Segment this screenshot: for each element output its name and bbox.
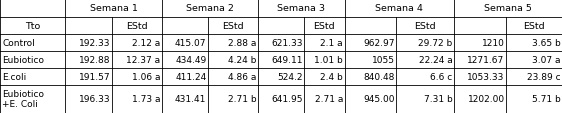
Text: 945.00: 945.00 xyxy=(364,94,395,103)
Text: E.coli: E.coli xyxy=(2,72,27,81)
Text: 431.41: 431.41 xyxy=(175,94,206,103)
Text: 649.11: 649.11 xyxy=(271,55,302,64)
Text: 2.71 a: 2.71 a xyxy=(315,94,343,103)
Text: 962.97: 962.97 xyxy=(364,38,395,47)
Text: 2.88 a: 2.88 a xyxy=(228,38,256,47)
Text: Control: Control xyxy=(2,38,35,47)
Text: 7.31 b: 7.31 b xyxy=(424,94,453,103)
Text: 434.49: 434.49 xyxy=(175,55,206,64)
Text: 1.73 a: 1.73 a xyxy=(132,94,160,103)
Text: 1.06 a: 1.06 a xyxy=(132,72,160,81)
Text: Eubiotico: Eubiotico xyxy=(2,55,44,64)
Text: 840.48: 840.48 xyxy=(364,72,395,81)
Text: EStd: EStd xyxy=(126,22,147,31)
Text: 415.07: 415.07 xyxy=(175,38,206,47)
Text: Semana 2: Semana 2 xyxy=(186,4,234,13)
Text: 411.24: 411.24 xyxy=(175,72,206,81)
Text: 1210: 1210 xyxy=(482,38,505,47)
Text: 6.6 c: 6.6 c xyxy=(430,72,453,81)
Text: 1271.67: 1271.67 xyxy=(468,55,505,64)
Text: Semana 1: Semana 1 xyxy=(89,4,138,13)
Text: 191.57: 191.57 xyxy=(79,72,110,81)
Text: 5.71 b: 5.71 b xyxy=(532,94,560,103)
Text: 2.1 a: 2.1 a xyxy=(320,38,343,47)
Text: Semana 3: Semana 3 xyxy=(277,4,325,13)
Text: 524.2: 524.2 xyxy=(277,72,302,81)
Text: 1.01 b: 1.01 b xyxy=(314,55,343,64)
Text: 641.95: 641.95 xyxy=(271,94,302,103)
Text: 29.72 b: 29.72 b xyxy=(419,38,453,47)
Text: 3.65 b: 3.65 b xyxy=(532,38,560,47)
Text: 192.33: 192.33 xyxy=(79,38,110,47)
Text: EStd: EStd xyxy=(314,22,335,31)
Text: 1055: 1055 xyxy=(372,55,395,64)
Text: EStd: EStd xyxy=(222,22,244,31)
Text: 621.33: 621.33 xyxy=(271,38,302,47)
Text: 2.71 b: 2.71 b xyxy=(228,94,256,103)
Text: EStd: EStd xyxy=(415,22,436,31)
Text: Eubiotico
+E. Coli: Eubiotico +E. Coli xyxy=(2,89,44,108)
Text: 192.88: 192.88 xyxy=(79,55,110,64)
Text: 4.24 b: 4.24 b xyxy=(228,55,256,64)
Text: Semana 4: Semana 4 xyxy=(375,4,423,13)
Text: EStd: EStd xyxy=(523,22,545,31)
Text: 23.89 c: 23.89 c xyxy=(527,72,560,81)
Text: 4.86 a: 4.86 a xyxy=(228,72,256,81)
Text: 1053.33: 1053.33 xyxy=(468,72,505,81)
Text: 1202.00: 1202.00 xyxy=(468,94,505,103)
Text: 3.07 a: 3.07 a xyxy=(532,55,560,64)
Text: 2.12 a: 2.12 a xyxy=(132,38,160,47)
Text: Semana 5: Semana 5 xyxy=(484,4,532,13)
Text: 22.24 a: 22.24 a xyxy=(419,55,453,64)
Text: Tto: Tto xyxy=(25,22,40,31)
Text: 12.37 a: 12.37 a xyxy=(126,55,160,64)
Text: 2.4 b: 2.4 b xyxy=(320,72,343,81)
Text: 196.33: 196.33 xyxy=(79,94,110,103)
